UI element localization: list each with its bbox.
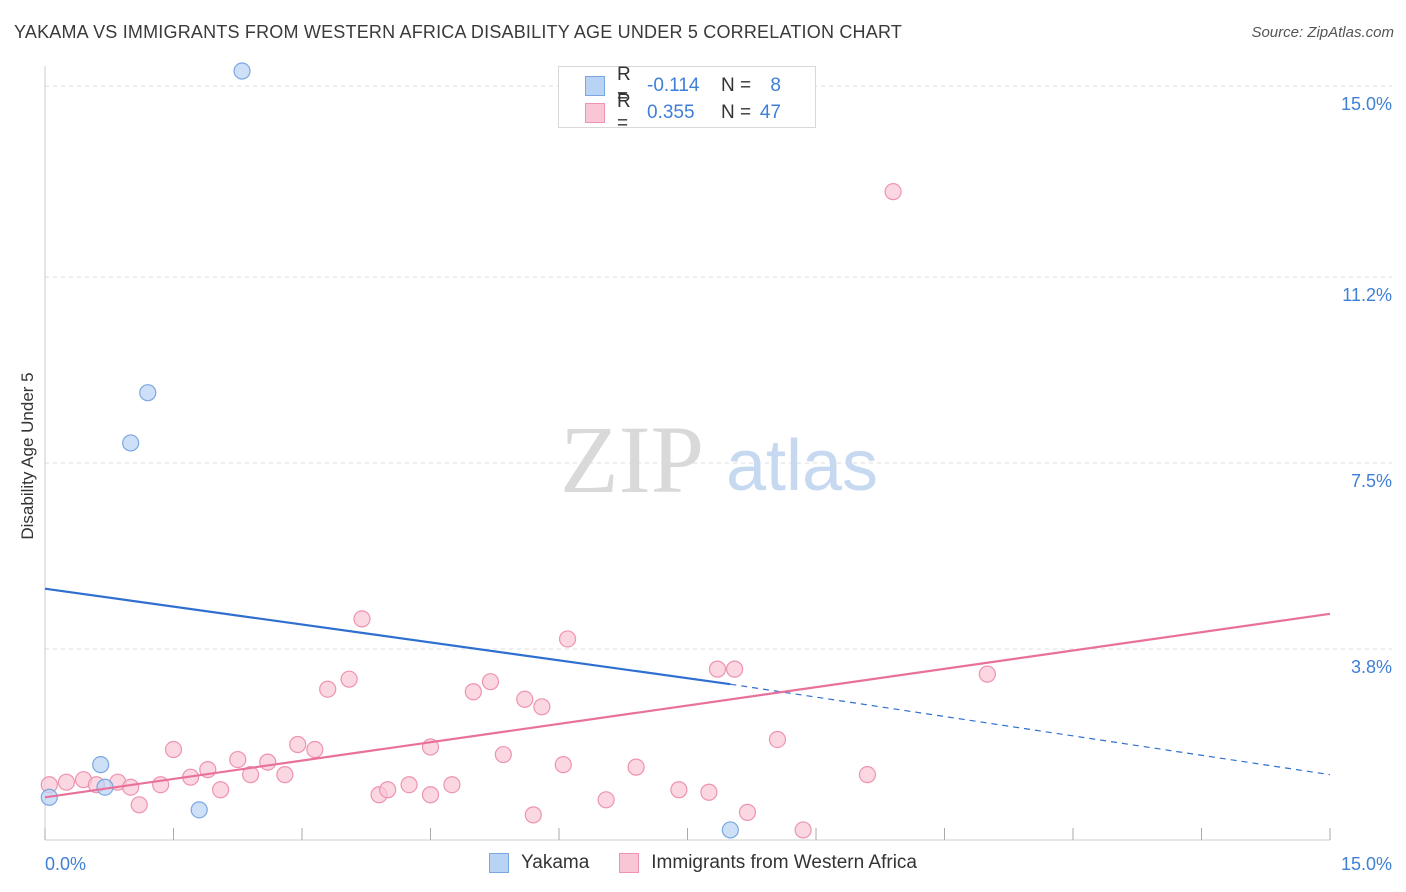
wa-point — [708, 660, 727, 678]
wa-point — [494, 745, 512, 764]
wa-point — [276, 766, 294, 784]
yakama-point — [139, 384, 157, 402]
y-tick-label: 3.8% — [1351, 657, 1392, 677]
legend-n-value: 8 — [770, 75, 781, 96]
y-tick-label: 11.2% — [1342, 285, 1392, 305]
y-tick-label: 15.0% — [1341, 94, 1392, 114]
legend-n-value: 47 — [759, 102, 781, 123]
watermark-atlas: atlas — [726, 426, 878, 506]
wa-point — [554, 756, 572, 774]
source-label: Source: ZipAtlas.com — [1251, 24, 1394, 41]
wa-point — [57, 773, 76, 791]
wa-point — [700, 783, 718, 801]
wa-point — [738, 803, 757, 821]
series-label-wa: Immigrants from Western Africa — [651, 852, 917, 873]
wa-point — [379, 781, 397, 799]
axes — [44, 66, 1331, 841]
yakama-point — [190, 801, 208, 819]
watermark: ZIP atlas — [560, 406, 878, 513]
wa-point — [627, 758, 645, 776]
wa-point — [481, 673, 500, 691]
wa-point — [229, 750, 247, 769]
series-legend-wa: Immigrants from Western Africa — [619, 852, 917, 874]
yakama-point — [721, 821, 739, 839]
legend-row-wa: R = 0.355 N = 47 — [585, 91, 781, 134]
wa-point — [306, 740, 324, 759]
legend-n-label: N = — [721, 102, 752, 123]
wa-point — [670, 781, 688, 799]
chart-title: YAKAMA VS IMMIGRANTS FROM WESTERN AFRICA… — [14, 22, 903, 42]
x-tick-label-max: 15.0% — [1341, 854, 1392, 874]
yakama-point — [92, 756, 110, 774]
watermark-zip: ZIP — [560, 406, 704, 513]
series-legend-yakama: Yakama — [488, 852, 590, 874]
legend-swatch-yakama — [585, 76, 605, 96]
yakama-point — [233, 62, 251, 80]
wa-point — [768, 730, 787, 749]
stats-legend: R = -0.114 N = 8 R = 0.355 N = 47 — [558, 64, 816, 134]
wa-point — [164, 740, 183, 759]
series-swatch-wa — [619, 853, 640, 873]
wa-point — [597, 791, 615, 809]
wa-point — [884, 183, 902, 201]
trend-lines — [44, 587, 1331, 799]
series-label-yakama: Yakama — [520, 852, 590, 873]
legend-r-label: R = — [617, 91, 631, 134]
data-points — [40, 62, 996, 839]
wa-point — [794, 821, 812, 839]
wa-point — [858, 766, 877, 784]
wa-point — [212, 781, 230, 799]
wa-point — [516, 690, 534, 708]
series-legend: Yakama Immigrants from Western Africa — [0, 852, 1406, 874]
grid-lines — [45, 85, 1392, 650]
wa-point — [130, 796, 148, 814]
wa-point — [524, 806, 542, 824]
wa-point — [319, 680, 337, 698]
wa-point — [400, 776, 418, 794]
wa-point — [340, 670, 358, 688]
yakama-trend-line — [44, 587, 731, 686]
wa-point — [978, 665, 996, 683]
wa-point — [259, 753, 277, 771]
yakama-point — [122, 434, 140, 452]
wa-point — [421, 786, 440, 804]
wa-point — [464, 683, 482, 701]
wa-point — [443, 776, 461, 794]
legend-swatch-wa — [585, 103, 605, 123]
wa-point — [353, 610, 371, 628]
yakama-trend-extension — [730, 683, 1331, 776]
wa-point — [122, 778, 140, 796]
tick-labels: 3.8% 7.5% 11.2% 15.0% 0.0% 15.0% — [45, 94, 1392, 874]
wa-point — [289, 735, 307, 754]
x-tick-label-min: 0.0% — [45, 854, 86, 874]
wa-point — [726, 660, 744, 678]
legend-r-label: R = — [617, 64, 631, 107]
legend-n-label: N = — [721, 75, 752, 96]
legend-row-yakama: R = -0.114 N = 8 — [585, 64, 781, 107]
legend-r-value: 0.355 — [647, 102, 695, 123]
wa-point — [533, 698, 551, 716]
legend-r-value: -0.114 — [647, 75, 700, 96]
wa-trend-line — [44, 612, 1331, 799]
wa-point — [242, 766, 260, 784]
y-tick-label: 7.5% — [1351, 471, 1392, 491]
series-swatch-yakama — [488, 853, 509, 873]
wa-point — [558, 630, 577, 648]
